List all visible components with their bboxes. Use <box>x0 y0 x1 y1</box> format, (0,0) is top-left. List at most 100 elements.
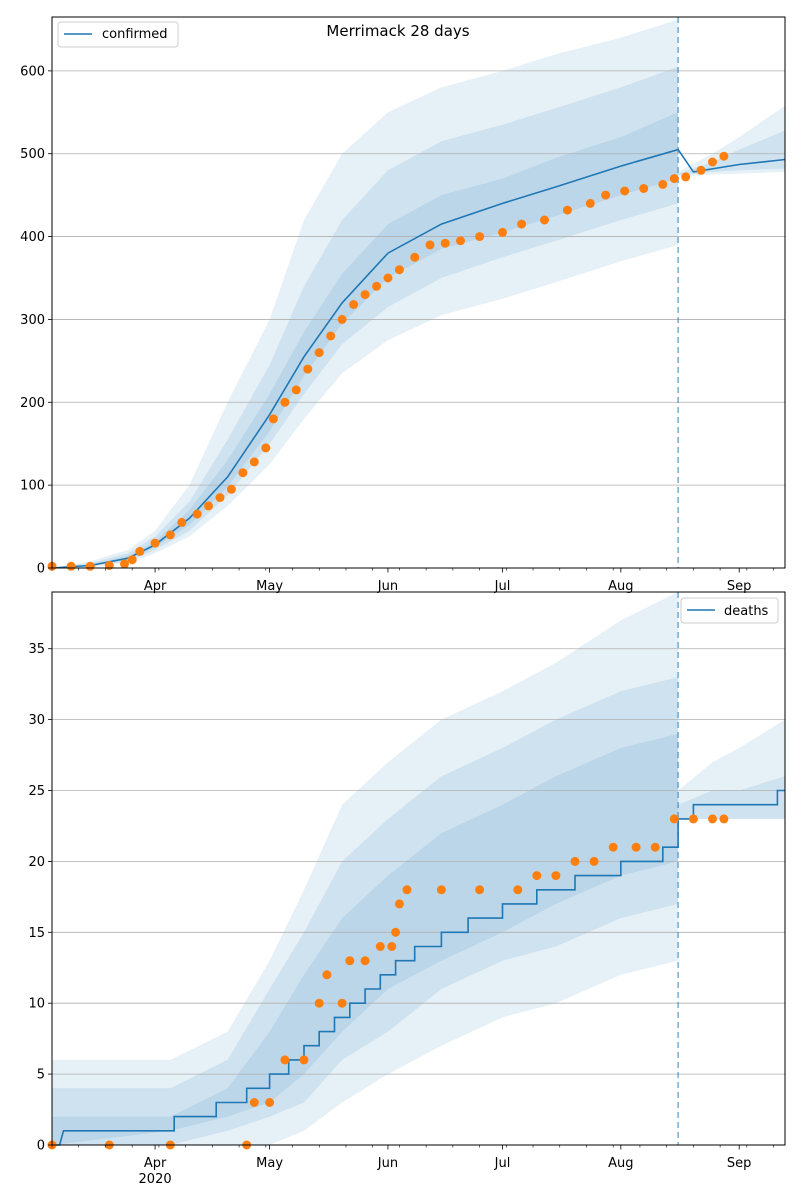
forecast-band-1 <box>678 130 785 176</box>
observed-point <box>436 885 446 895</box>
observed-point <box>631 842 641 852</box>
legend-box <box>680 597 779 624</box>
observed-point <box>517 219 527 229</box>
observed-point <box>165 530 175 540</box>
x-tick-label: Aug <box>608 1156 633 1171</box>
observed-point <box>708 814 717 824</box>
observed-point <box>249 457 259 467</box>
observed-point <box>387 942 397 951</box>
observed-point <box>425 240 435 250</box>
plot-frame <box>51 16 786 569</box>
y-tick-label: 600 <box>20 64 45 79</box>
observed-point <box>177 517 187 527</box>
y-tick-label: 30 <box>28 713 45 728</box>
confirmed-series <box>47 17 786 571</box>
y-tick-label: 5 <box>37 1068 45 1083</box>
x-tick-label: Apr <box>144 1156 167 1171</box>
observed-point <box>280 397 290 407</box>
observed-point <box>127 555 137 565</box>
observed-point <box>375 942 385 951</box>
y-tick-label: 15 <box>28 926 45 941</box>
observed-point <box>620 186 630 196</box>
x-tick-label: Sep <box>727 579 752 594</box>
confirmed-panel: 0 100 200 300 400 500 600 Apr May Jun Jul Aug Sep Me… <box>20 16 786 594</box>
x-tick-year-label: 2020 <box>139 1172 172 1187</box>
observed-point <box>261 443 271 453</box>
observed-point <box>204 501 213 511</box>
observed-point <box>104 561 114 570</box>
x-tick-label: Jun <box>377 1156 398 1171</box>
observed-point <box>291 385 301 395</box>
observed-point <box>410 252 420 262</box>
observed-point <box>708 157 717 167</box>
observed-point <box>696 165 706 175</box>
observed-point <box>265 1098 275 1107</box>
y-tick-label: 500 <box>20 147 45 162</box>
observed-point <box>513 885 523 895</box>
legend-label-confirmed: confirmed <box>102 27 168 42</box>
observed-point <box>337 314 347 324</box>
observed-point <box>322 970 332 980</box>
forecast-band-0 <box>678 719 785 819</box>
y-tick-label: 35 <box>28 642 45 657</box>
observed-point <box>475 232 485 242</box>
observed-point <box>299 1055 309 1065</box>
observed-point <box>719 151 729 161</box>
observed-point <box>475 885 485 895</box>
uncertainty-band-1 <box>52 66 679 568</box>
uncertainty-band-0 <box>52 592 679 1145</box>
observed-point <box>314 348 324 358</box>
observed-point <box>719 814 729 824</box>
observed-point <box>349 300 359 309</box>
observed-point <box>360 290 370 300</box>
observed-point <box>303 364 313 374</box>
y-tick-label: 300 <box>20 313 45 328</box>
observed-point <box>608 842 618 852</box>
observed-point <box>372 281 381 291</box>
y-tick-label: 25 <box>28 784 45 799</box>
y-tick-label: 0 <box>37 562 45 577</box>
observed-point <box>688 814 698 824</box>
observed-point <box>345 956 355 966</box>
deaths-legend: deaths <box>680 597 779 624</box>
x-tick-label: May <box>256 579 283 594</box>
legend-label-deaths: deaths <box>724 604 769 619</box>
model-median-line <box>52 789 785 1146</box>
x-tick-label: Sep <box>727 1156 752 1171</box>
observed-point <box>681 172 691 182</box>
observed-point <box>66 561 76 571</box>
x-tick-label: Jun <box>377 579 398 594</box>
observed-point <box>192 509 202 519</box>
observed-point <box>585 198 595 208</box>
y-tick-label: 20 <box>28 855 45 870</box>
legend-box <box>57 21 179 48</box>
observed-point <box>498 227 507 237</box>
observed-point <box>249 1098 259 1107</box>
observed-point <box>337 998 347 1008</box>
observed-point <box>394 265 404 275</box>
observed-point <box>589 856 599 866</box>
model-median-line <box>51 148 786 569</box>
observed-point <box>440 238 450 248</box>
forecast-band-0 <box>678 105 785 177</box>
y-tick-label: 0 <box>37 1139 45 1154</box>
observed-point <box>120 559 129 569</box>
forecast-band-1 <box>678 776 785 819</box>
observed-point <box>226 484 236 494</box>
observed-point <box>391 927 401 937</box>
plot-frame <box>51 591 786 1146</box>
deaths-uncertainty-bands <box>52 592 785 1145</box>
confirmed-legend: confirmed <box>57 21 179 48</box>
observed-point <box>383 273 393 283</box>
observed-point <box>658 179 668 189</box>
observed-point <box>570 856 580 866</box>
observed-point <box>669 174 679 184</box>
x-tick-label: Apr <box>144 579 167 594</box>
observed-point <box>540 215 549 225</box>
observed-point <box>650 842 660 852</box>
y-tick-label: 400 <box>20 230 45 245</box>
observed-point <box>669 814 679 824</box>
